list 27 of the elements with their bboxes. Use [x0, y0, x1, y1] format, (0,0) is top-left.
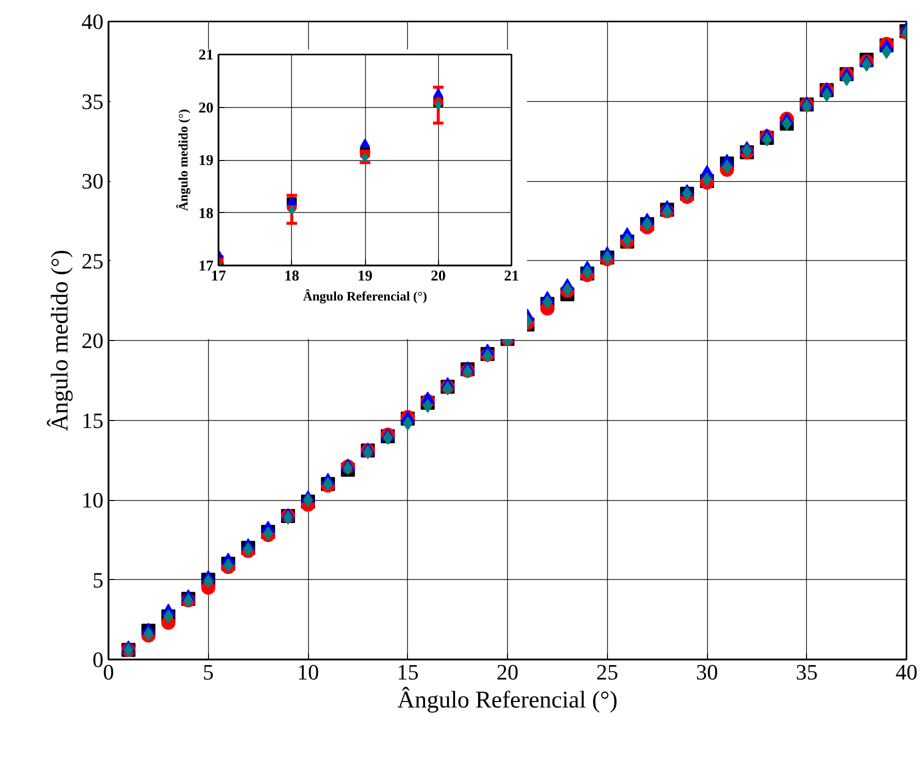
x-tick-label: 17: [211, 268, 226, 284]
x-tick-label: 25: [596, 660, 618, 684]
y-axis-title: Ângulo medido (°): [46, 250, 74, 432]
x-tick-label: 21: [504, 268, 519, 284]
y-tick-label: 21: [198, 48, 214, 64]
y-tick-label: 30: [82, 168, 104, 194]
y-tick-label: 15: [82, 408, 104, 433]
x-tick-label: 20: [430, 268, 446, 284]
x-axis-title: Ângulo Referencial (°): [302, 288, 428, 304]
y-tick-label: 35: [82, 88, 104, 114]
x-tick-label: 15: [396, 660, 419, 684]
y-tick-label: 18: [198, 206, 214, 222]
x-axis-title: Ângulo Referencial (°): [397, 686, 618, 714]
x-tick-label: 40: [896, 660, 918, 684]
x-tick-label: 30: [696, 660, 718, 684]
y-tick-label: 5: [92, 567, 104, 592]
y-tick-label: 19: [198, 153, 214, 169]
x-tick-label: 18: [284, 268, 300, 284]
x-tick-label: 10: [297, 660, 319, 684]
y-tick-label: 10: [82, 488, 104, 512]
y-tick-label: 40: [82, 9, 104, 34]
x-tick-label: 19: [358, 268, 372, 284]
y-tick-label: 20: [82, 328, 104, 353]
x-tick-label: 20: [496, 660, 518, 684]
x-tick-label: 35: [796, 660, 818, 684]
y-axis-title: Ângulo medido (°): [176, 108, 190, 211]
y-tick-label: 20: [198, 100, 214, 116]
